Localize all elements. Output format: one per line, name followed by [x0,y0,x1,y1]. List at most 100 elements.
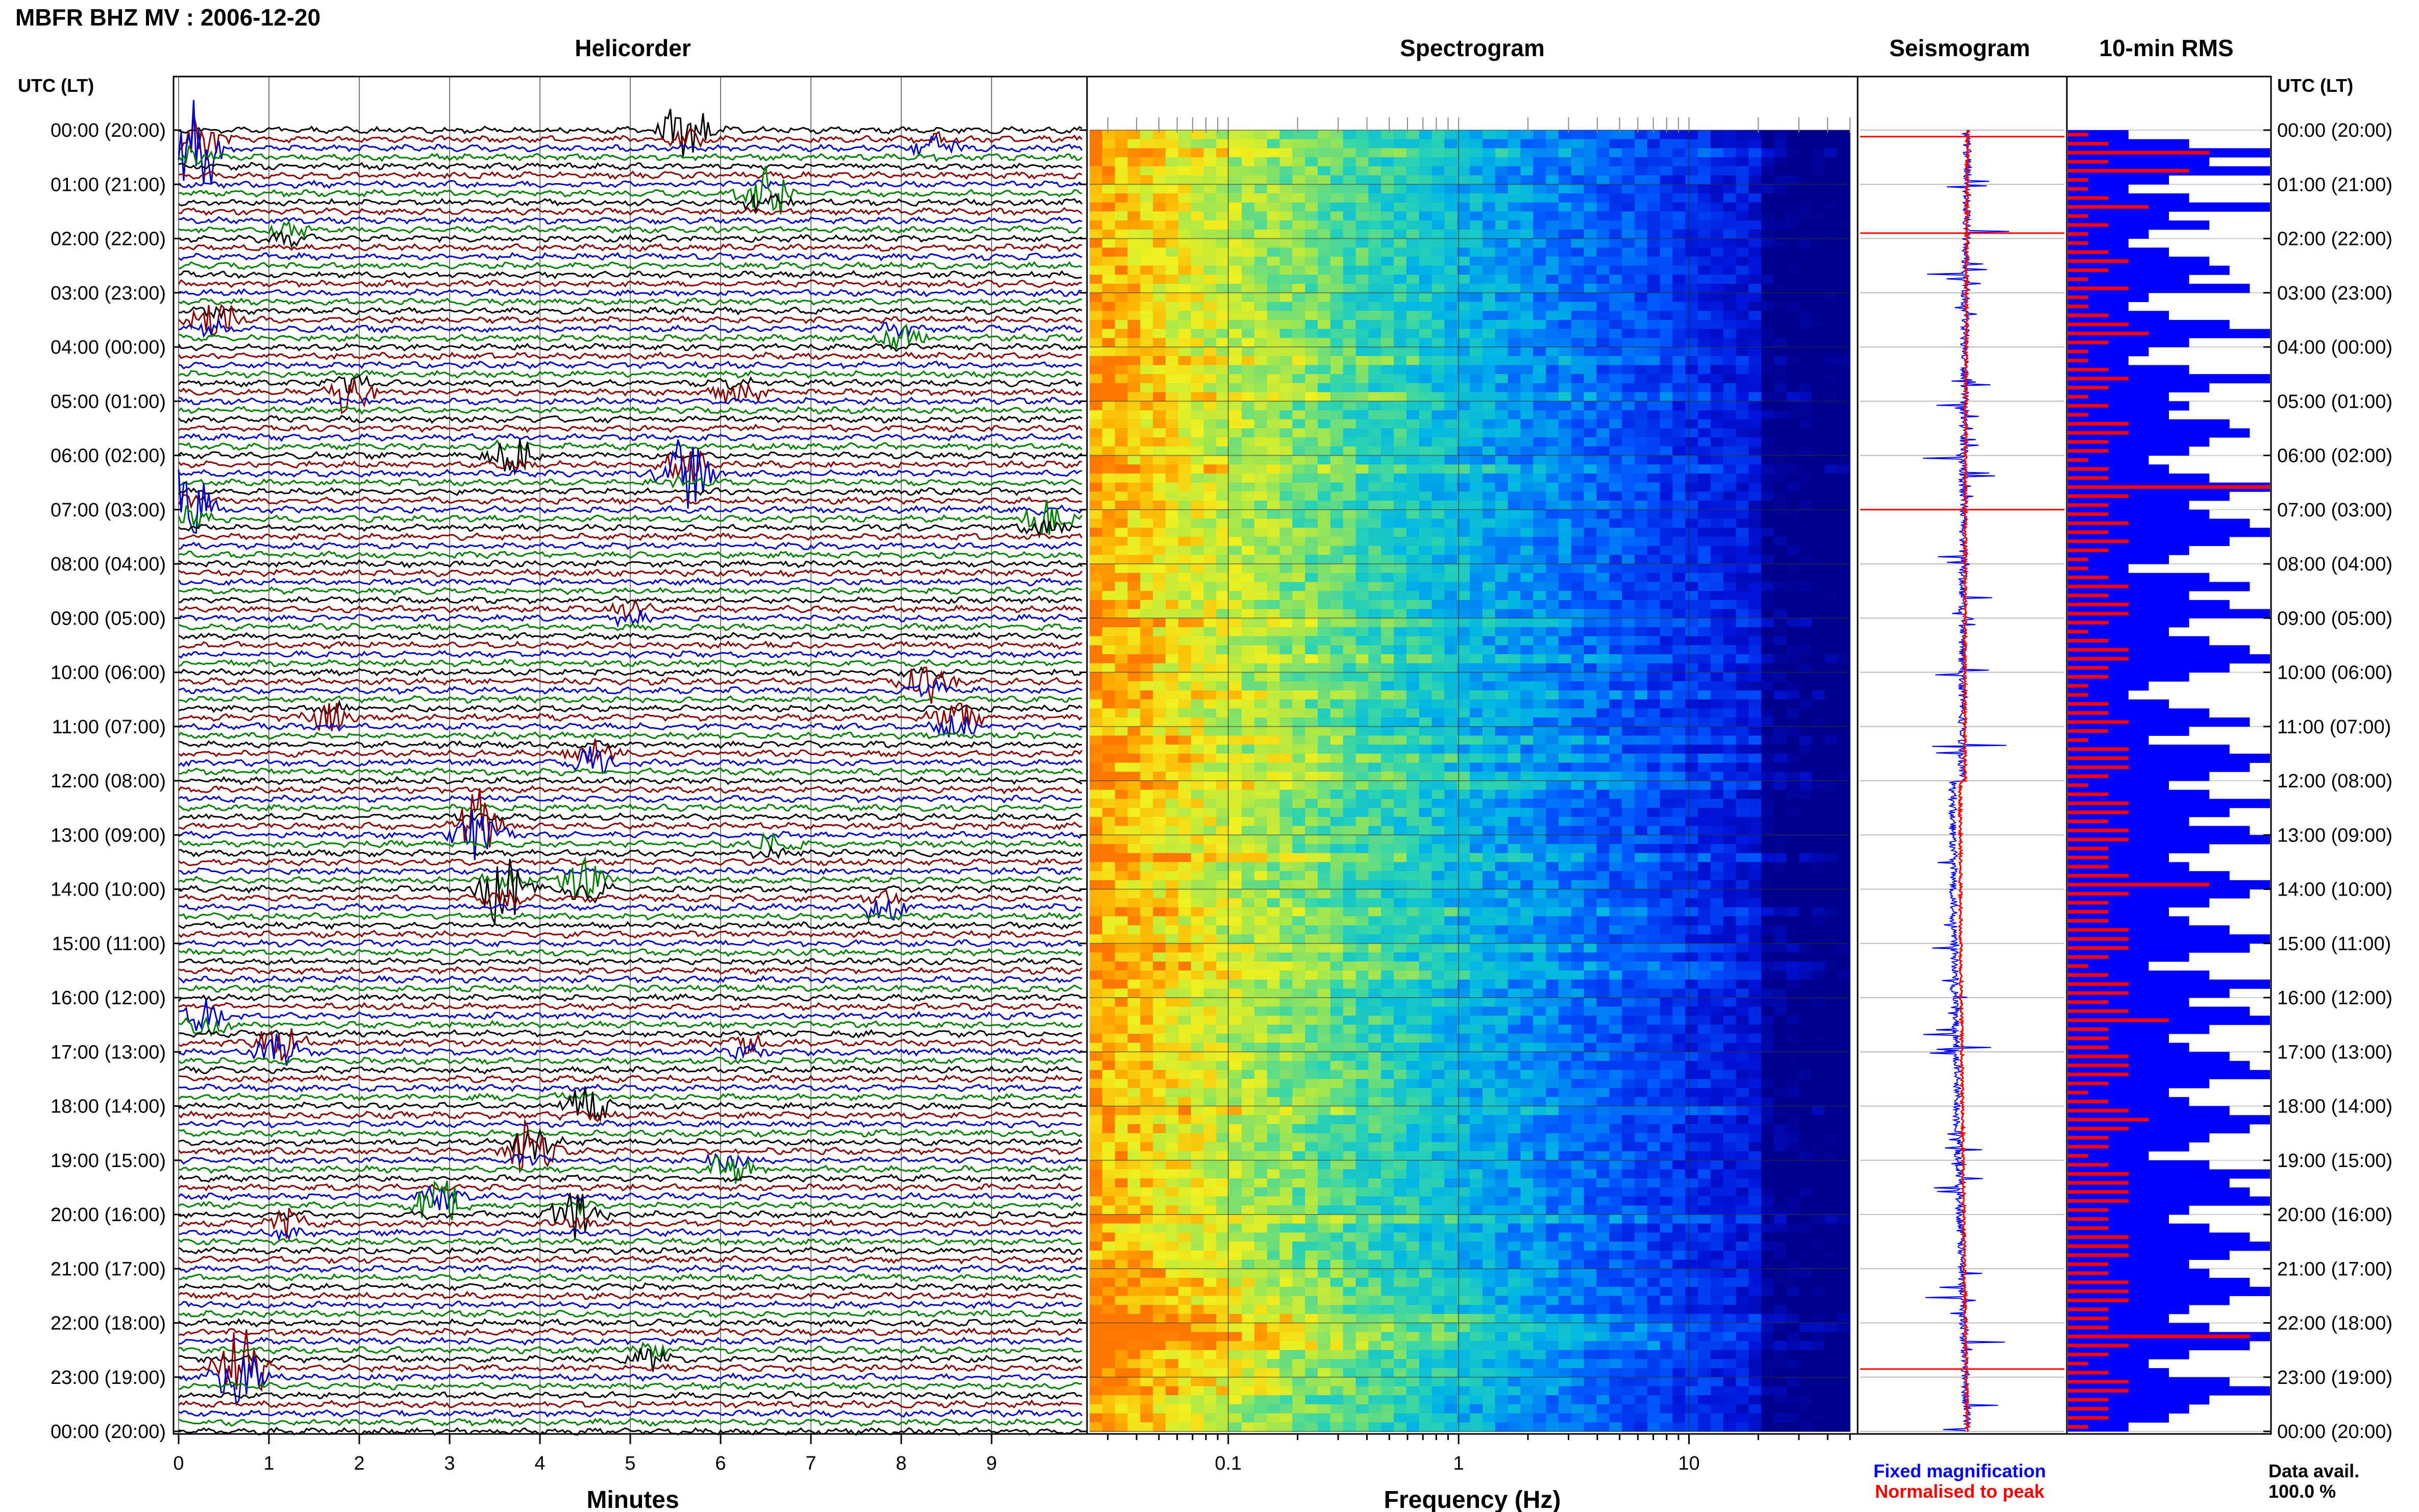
spectrogram-cell [1254,410,1268,420]
spectrogram-cell [1723,564,1737,574]
spectrogram-cell [1444,338,1458,348]
spectrogram-cell [1761,672,1774,682]
spectrogram-cell [1166,528,1179,537]
helicorder-trace [178,1255,1083,1265]
spectrogram-cell [1596,618,1610,628]
spectrogram-cell [1279,455,1293,465]
spectrogram-cell [1622,383,1635,393]
spectrogram-cell [1318,726,1331,736]
spectrogram-cell [1799,211,1813,221]
spectrogram-cell [1431,735,1445,745]
spectrogram-cell [1242,726,1255,736]
spectrogram-cell [1419,627,1433,637]
spectrogram-cell [1292,148,1305,158]
helicorder-trace [178,261,1082,270]
spectrogram-cell [1799,627,1813,637]
spectrogram-cell [1533,256,1546,266]
spectrogram-cell [1368,745,1381,754]
spectrogram-cell [1355,437,1369,447]
spectrogram-cell [1267,564,1280,574]
spectrogram-cell [1584,816,1597,827]
spectrogram-cell [1355,555,1369,564]
spectrogram-cell [1381,672,1394,682]
spectrogram-cell [1292,464,1305,474]
spectrogram-cell [1457,383,1470,393]
spectrogram-cell [1279,753,1293,763]
spectrogram-cell [1622,726,1635,736]
spectrogram-cell [1203,265,1217,276]
spectrogram-cell [1431,238,1445,248]
spectrogram-cell [1381,745,1394,754]
spectrogram-cell [1495,392,1509,402]
spectrogram-cell [1634,202,1648,212]
spectrogram-cell [1431,627,1445,637]
spectrogram-cell [1495,681,1509,691]
spectrogram-cell [1242,410,1255,420]
spectrogram-cell [1736,428,1749,438]
spectrogram-cell [1596,446,1610,456]
spectrogram-cell [1824,501,1838,510]
spectrogram-cell [1837,609,1850,618]
spectrogram-cell [1305,175,1318,185]
spectrogram-cell [1318,319,1331,330]
spectrogram-cell [1799,374,1813,384]
spectrogram-cell [1191,374,1204,384]
spectrogram-cell [1736,193,1749,203]
spectrogram-cell [1419,799,1433,808]
spectrogram-cell [1431,618,1445,628]
spectrogram-cell [1115,509,1128,519]
spectrogram-cell [1799,229,1813,239]
spectrogram-cell [1431,501,1445,510]
spectrogram-cell [1546,672,1559,682]
spectrogram-cell [1368,338,1381,348]
spectrogram-cell [1457,753,1470,763]
spectrogram-cell [1546,446,1559,456]
spectrogram-cell [1710,446,1724,456]
spectrogram-cell [1267,302,1280,311]
spectrogram-cell [1381,446,1394,456]
spectrogram-cell [1102,789,1116,800]
spectrogram-cell [1153,528,1166,537]
spectrogram-cell [1115,392,1128,402]
spectrogram-cell [1140,329,1153,339]
spectrogram-cell [1140,338,1153,348]
spectrogram-cell [1431,645,1445,655]
spectrogram-cell [1127,166,1141,176]
spectrogram-cell [1279,202,1293,212]
spectrogram-cell [1318,591,1331,601]
spectrogram-cell [1102,636,1116,646]
spectrogram-cell [1558,166,1572,176]
spectrogram-cell [1470,753,1483,763]
spectrogram-cell [1444,816,1458,827]
spectrogram-cell [1394,708,1407,718]
spectrogram-cell [1203,229,1217,239]
spectrogram-cell [1710,482,1724,492]
spectrogram-cell [1508,130,1521,140]
spectrogram-cell [1279,690,1293,700]
spectrogram-cell [1799,699,1813,709]
spectrogram-cell [1381,509,1394,519]
spectrogram-cell [1774,139,1787,149]
spectrogram-cell [1381,762,1394,773]
spectrogram-cell [1419,410,1433,420]
spectrogram-cell [1609,762,1622,773]
spectrogram-cell [1242,356,1255,366]
spectrogram-cell [1330,672,1344,682]
spectrogram-cell [1837,627,1850,637]
spectrogram-cell [1698,781,1711,790]
spectrogram-cell [1710,311,1724,320]
spectrogram-cell [1305,600,1318,610]
spectrogram-cell [1153,690,1166,700]
spectrogram-cell [1470,130,1483,140]
spectrogram-cell [1305,555,1318,564]
spectrogram-cell [1153,627,1166,637]
spectrogram-cell [1343,799,1356,808]
spectrogram-cell [1279,591,1293,601]
spectrogram-cell [1267,826,1280,835]
spectrogram-cell [1736,781,1749,790]
spectrogram-cell [1292,311,1305,320]
spectrogram-cell [1102,238,1116,248]
spectrogram-cell [1381,735,1394,745]
spectrogram-cell [1267,835,1280,845]
spectrogram-cell [1292,419,1305,429]
